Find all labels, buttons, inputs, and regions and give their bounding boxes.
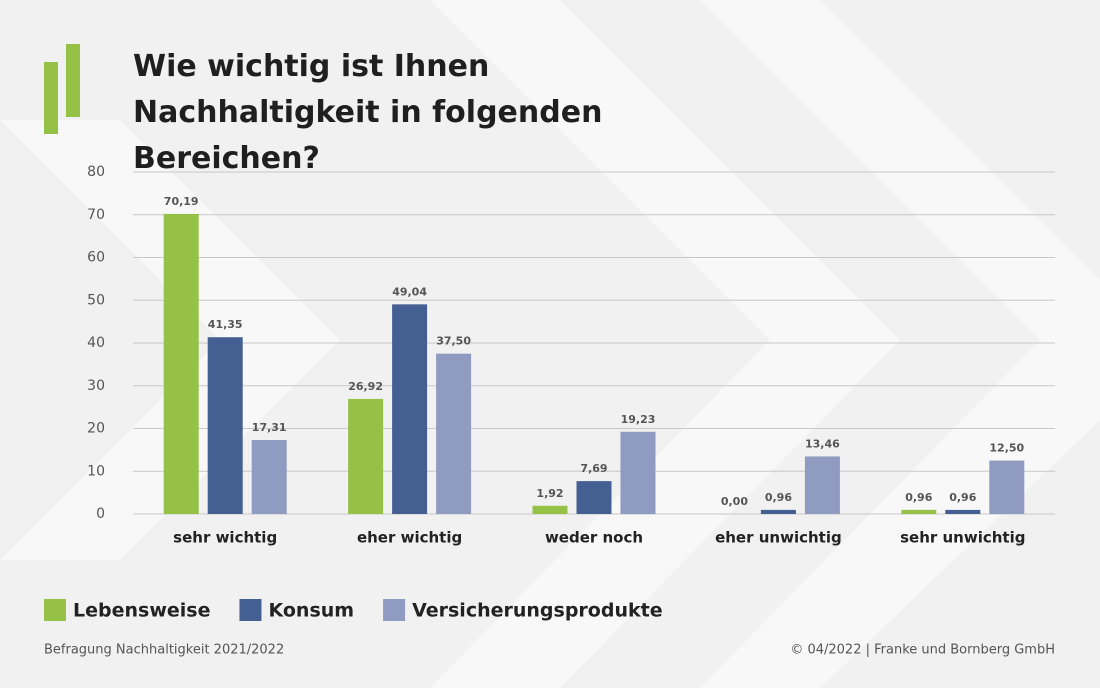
logo-bar (44, 62, 58, 134)
bar (348, 398, 384, 514)
bar (576, 481, 612, 514)
bar (436, 353, 472, 514)
legend-swatch (239, 599, 262, 621)
value-label: 12,50 (989, 442, 1024, 455)
value-label: 19,23 (621, 413, 656, 426)
y-tick-label: 40 (87, 335, 105, 351)
value-label: 1,92 (536, 487, 563, 500)
y-tick-label: 30 (87, 378, 105, 394)
y-tick-label: 60 (87, 250, 105, 266)
bar (163, 213, 199, 514)
y-tick-label: 70 (87, 207, 105, 223)
y-tick-label: 20 (87, 421, 105, 437)
value-label: 7,69 (580, 462, 607, 475)
value-label: 13,46 (805, 437, 840, 450)
bar (760, 509, 796, 514)
legend-label: Lebensweise (73, 600, 210, 622)
value-label: 70,19 (164, 195, 199, 208)
legend-label: Versicherungsprodukte (412, 600, 663, 622)
value-label: 37,50 (436, 335, 471, 348)
value-label: 49,04 (392, 285, 427, 298)
x-tick-label: sehr wichtig (173, 529, 277, 547)
value-label: 26,92 (348, 380, 383, 393)
bar (620, 431, 656, 514)
bar (532, 505, 568, 514)
bar (989, 460, 1025, 514)
x-tick-label: sehr unwichtig (900, 529, 1025, 547)
bar (392, 304, 428, 514)
y-tick-label: 10 (87, 463, 105, 479)
bar (207, 337, 243, 514)
value-label: 17,31 (252, 421, 287, 434)
bar (804, 456, 840, 514)
source: Befragung Nachhaltigkeit 2021/2022 (44, 643, 284, 658)
y-tick-label: 0 (96, 506, 105, 522)
legend-swatch (383, 599, 406, 621)
logo-bar (66, 44, 80, 117)
legend-label: Konsum (268, 600, 354, 622)
x-tick-label: eher unwichtig (715, 529, 842, 547)
bar (945, 509, 981, 514)
bar (901, 509, 937, 514)
value-label: 0,96 (765, 491, 792, 504)
copyright: © 04/2022 | Franke und Bornberg GmbH (790, 643, 1055, 658)
value-label: 0,96 (949, 491, 976, 504)
value-label: 0,96 (905, 491, 932, 504)
x-tick-label: eher wichtig (357, 529, 462, 547)
x-tick-label: weder noch (545, 529, 643, 547)
value-label: 0,00 (721, 495, 748, 508)
bar (251, 439, 287, 514)
y-tick-label: 80 (87, 164, 105, 180)
legend-swatch (44, 599, 66, 621)
value-label: 41,35 (208, 318, 243, 331)
y-tick-label: 50 (87, 292, 105, 308)
chart-title: Wie wichtig ist Ihnen Nachhaltigkeit in … (133, 49, 603, 176)
